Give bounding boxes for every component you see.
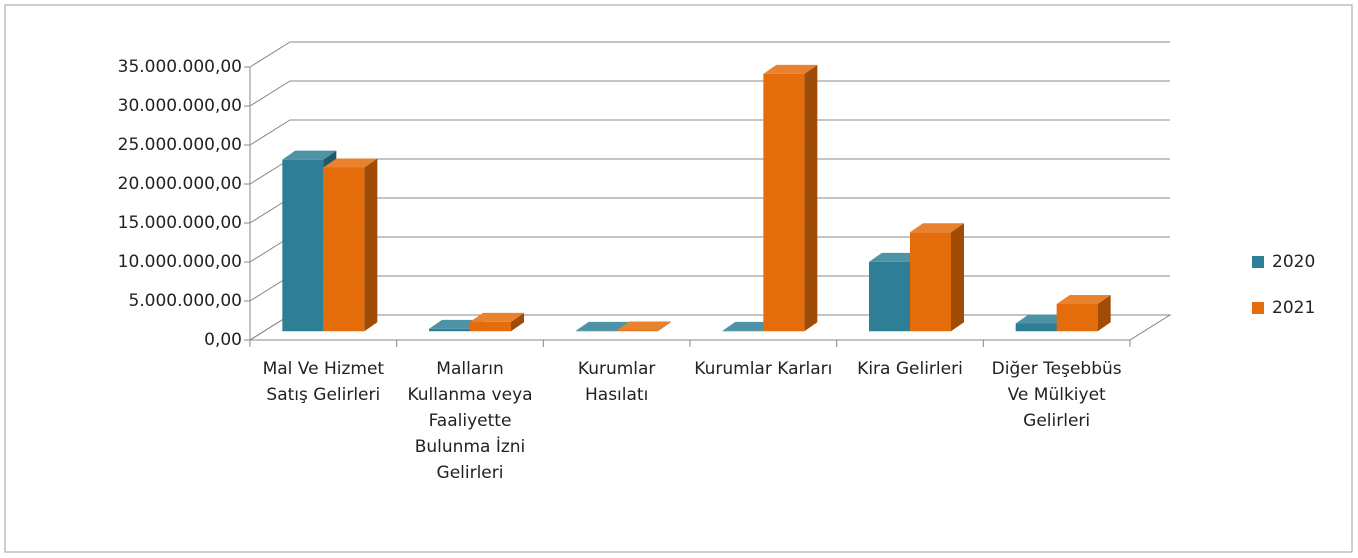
x-tick-label: Kurumlar Hasılatı (577, 359, 656, 405)
bar (1056, 294, 1111, 332)
bar-side (364, 158, 378, 332)
bar-top (323, 158, 378, 168)
bar-side (951, 223, 964, 332)
bar (323, 158, 378, 332)
bar-front (470, 321, 511, 332)
y-tick-label: 30.000.000,00 (118, 96, 242, 116)
x-tick-label: Mal Ve Hizmet Satış Gelirleri (262, 359, 385, 405)
y-tick-label: 5.000.000,00 (128, 291, 242, 311)
grid-line (249, 119, 1170, 146)
legend-label: 2021 (1272, 298, 1315, 318)
bar (763, 64, 818, 332)
bar-top (470, 312, 524, 322)
bar-front (282, 159, 324, 332)
bar (910, 223, 964, 332)
bar (470, 312, 524, 332)
x-tick-label: Kurumlar Karları (694, 359, 833, 379)
bar-top (722, 321, 777, 331)
bar-top (616, 321, 671, 331)
legend-swatch (1252, 256, 1264, 268)
bar-top (1056, 294, 1111, 304)
bar-top (869, 252, 923, 262)
bar-side (511, 312, 524, 332)
bar-top (1015, 314, 1070, 324)
bar-top (910, 223, 964, 233)
y-tick-label: 35.000.000,00 (118, 57, 242, 77)
bar-front (1015, 323, 1057, 332)
bar-front (910, 232, 951, 332)
y-tick-label: 20.000.000,00 (118, 174, 242, 194)
bar-top (763, 64, 818, 74)
legend-label: 2020 (1272, 252, 1315, 272)
bar-front (616, 330, 658, 332)
bar (616, 321, 671, 332)
bar-front (869, 261, 910, 332)
bar-top (429, 319, 483, 329)
grid-line (249, 80, 1170, 107)
bar-side (657, 321, 671, 332)
x-tick-label: Malların Kullanma veya Faaliyette Bulunm… (407, 359, 533, 483)
bar-top (575, 321, 630, 331)
bar-side (804, 64, 818, 332)
grid-line (249, 41, 1170, 68)
bar-front (323, 167, 365, 332)
y-tick-label: 15.000.000,00 (118, 213, 242, 233)
y-tick-label: 25.000.000,00 (118, 135, 242, 155)
bar-front (763, 73, 805, 332)
y-tick-label: 10.000.000,00 (118, 252, 242, 272)
x-tick-label: Kira Gelirleri (857, 359, 963, 379)
bar-front (1056, 303, 1098, 332)
frame (4, 4, 1353, 553)
bar-front (429, 328, 470, 332)
y-tick-label: 0,00 (204, 330, 242, 350)
bar-side (1097, 294, 1111, 332)
x-tick-label: Diğer Teşebbüs Ve Mülkiyet Gelirleri (991, 359, 1122, 431)
bar-top (282, 150, 337, 160)
legend-swatch (1252, 302, 1264, 314)
